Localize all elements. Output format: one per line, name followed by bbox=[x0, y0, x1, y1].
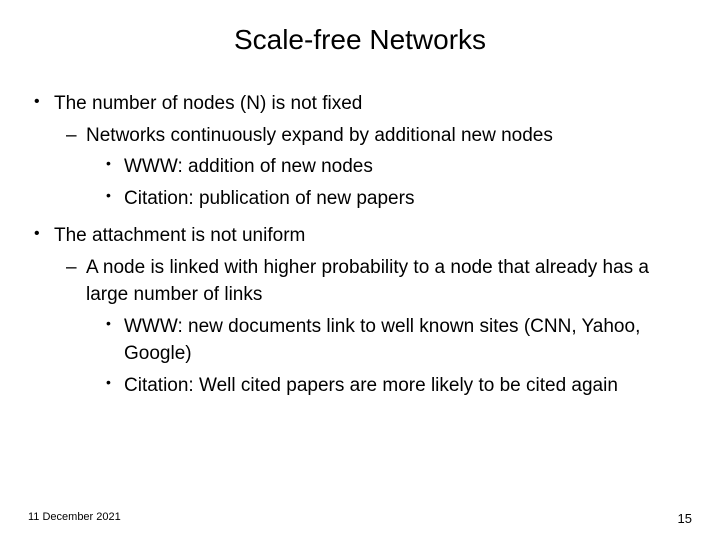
bullet-text: The attachment is not uniform bbox=[54, 225, 305, 246]
bullet-text: Citation: publication of new papers bbox=[124, 188, 414, 209]
slide-title: Scale-free Networks bbox=[28, 24, 692, 56]
footer-page-number: 15 bbox=[678, 511, 692, 526]
bullet-level3: Citation: publication of new papers bbox=[28, 185, 692, 213]
bullet-text: Citation: Well cited papers are more lik… bbox=[124, 375, 618, 396]
bullet-text: Networks continuously expand by addition… bbox=[86, 125, 553, 146]
footer-date: 11 December 2021 bbox=[28, 511, 121, 526]
bullet-text: A node is linked with higher probability… bbox=[86, 257, 649, 306]
bullet-text: The number of nodes (N) is not fixed bbox=[54, 93, 362, 114]
bullet-text: WWW: addition of new nodes bbox=[124, 156, 373, 177]
bullet-text: WWW: new documents link to well known si… bbox=[124, 316, 640, 365]
bullet-level3: Citation: Well cited papers are more lik… bbox=[28, 372, 692, 400]
bullet-level1: The number of nodes (N) is not fixed bbox=[28, 90, 692, 118]
bullet-level3: WWW: addition of new nodes bbox=[28, 153, 692, 181]
bullet-level1: The attachment is not uniform bbox=[28, 222, 692, 250]
slide-content: The number of nodes (N) is not fixed Net… bbox=[28, 90, 692, 399]
bullet-level2: A node is linked with higher probability… bbox=[28, 254, 692, 309]
slide-footer: 11 December 2021 15 bbox=[28, 511, 692, 526]
bullet-level2: Networks continuously expand by addition… bbox=[28, 122, 692, 150]
slide: Scale-free Networks The number of nodes … bbox=[0, 0, 720, 540]
bullet-level3: WWW: new documents link to well known si… bbox=[28, 313, 692, 368]
